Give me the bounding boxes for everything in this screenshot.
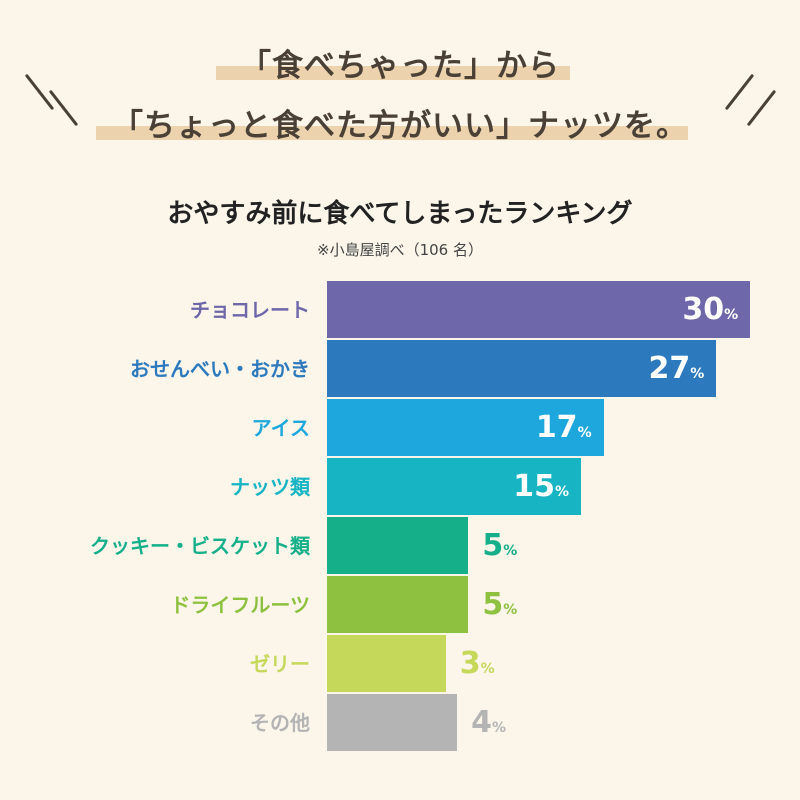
category-label: おせんべい・おかき <box>130 357 310 381</box>
bar <box>327 281 751 338</box>
value-number: 17 <box>535 410 578 445</box>
category-label: クッキー・ビスケット類 <box>90 534 310 558</box>
value-label: 3% <box>460 635 495 698</box>
value-label: 5% <box>482 576 517 639</box>
bar <box>327 340 717 397</box>
headline-highlight-1 <box>216 66 570 80</box>
bar <box>327 517 469 574</box>
value-unit: % <box>555 484 570 500</box>
value-unit: % <box>577 425 592 441</box>
value-number: 27 <box>648 351 691 386</box>
category-label: アイス <box>251 416 310 440</box>
value-label: 4% <box>471 694 506 757</box>
value-unit: % <box>724 307 739 323</box>
bar <box>327 576 469 633</box>
chart-title: おやすみ前に食べてしまったランキング <box>167 199 633 229</box>
value-unit: % <box>491 720 506 736</box>
bar <box>327 458 582 515</box>
bar <box>327 399 604 456</box>
category-label: チョコレート <box>190 298 310 322</box>
value-number: 15 <box>513 469 556 504</box>
value-label: 30% <box>682 281 738 344</box>
category-label: その他 <box>250 711 310 735</box>
category-label: ドライフルーツ <box>170 593 310 617</box>
category-label: ナッツ類 <box>230 475 310 499</box>
value-unit: % <box>480 661 495 677</box>
value-number: 5 <box>482 528 504 563</box>
category-label: ゼリー <box>250 652 310 676</box>
headline-line-1: 「食べちゃった」から <box>240 48 560 84</box>
bar <box>327 635 446 692</box>
value-unit: % <box>690 366 705 382</box>
value-number: 5 <box>482 587 504 622</box>
chart-subtitle: ※小島屋調べ（106 名） <box>317 241 483 259</box>
value-label: 27% <box>649 340 705 403</box>
headline-line-2: 「ちょっと食べた方がいい」ナッツを。 <box>112 108 688 144</box>
value-unit: % <box>503 543 518 559</box>
value-label: 15% <box>513 458 569 521</box>
value-number: 4 <box>471 705 492 740</box>
value-unit: % <box>503 602 518 618</box>
value-label: 17% <box>536 399 592 462</box>
value-number: 3 <box>459 646 481 681</box>
bar <box>327 694 458 751</box>
headline-highlight-2 <box>96 126 688 140</box>
value-label: 5% <box>482 517 517 580</box>
value-number: 30 <box>682 292 725 327</box>
